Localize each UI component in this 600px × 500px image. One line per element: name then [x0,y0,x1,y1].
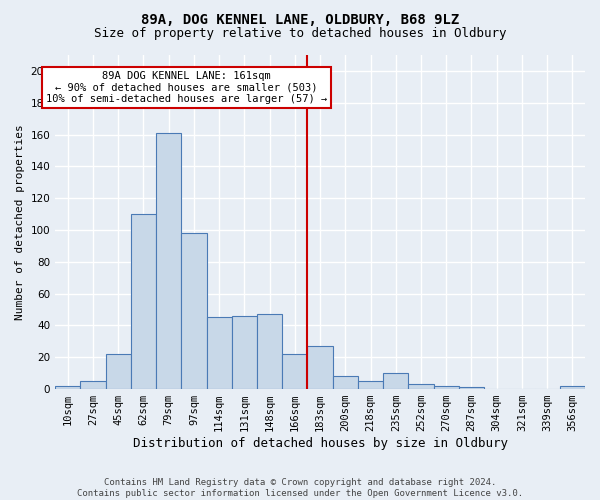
Bar [257,314,282,389]
Bar [131,214,156,389]
Bar [282,354,307,389]
Bar [156,133,181,389]
Bar [409,384,434,389]
Bar [232,316,257,389]
Bar [560,386,585,389]
Text: 89A DOG KENNEL LANE: 161sqm
← 90% of detached houses are smaller (503)
10% of se: 89A DOG KENNEL LANE: 161sqm ← 90% of det… [46,71,327,104]
Bar [434,386,459,389]
Bar [181,233,206,389]
Bar [383,373,409,389]
Bar [358,381,383,389]
Y-axis label: Number of detached properties: Number of detached properties [15,124,25,320]
Text: Contains HM Land Registry data © Crown copyright and database right 2024.
Contai: Contains HM Land Registry data © Crown c… [77,478,523,498]
Text: Size of property relative to detached houses in Oldbury: Size of property relative to detached ho… [94,28,506,40]
Bar [206,318,232,389]
Bar [80,381,106,389]
Bar [307,346,332,389]
Bar [55,386,80,389]
Bar [459,388,484,389]
X-axis label: Distribution of detached houses by size in Oldbury: Distribution of detached houses by size … [133,437,508,450]
Bar [106,354,131,389]
Text: 89A, DOG KENNEL LANE, OLDBURY, B68 9LZ: 89A, DOG KENNEL LANE, OLDBURY, B68 9LZ [141,12,459,26]
Bar [332,376,358,389]
